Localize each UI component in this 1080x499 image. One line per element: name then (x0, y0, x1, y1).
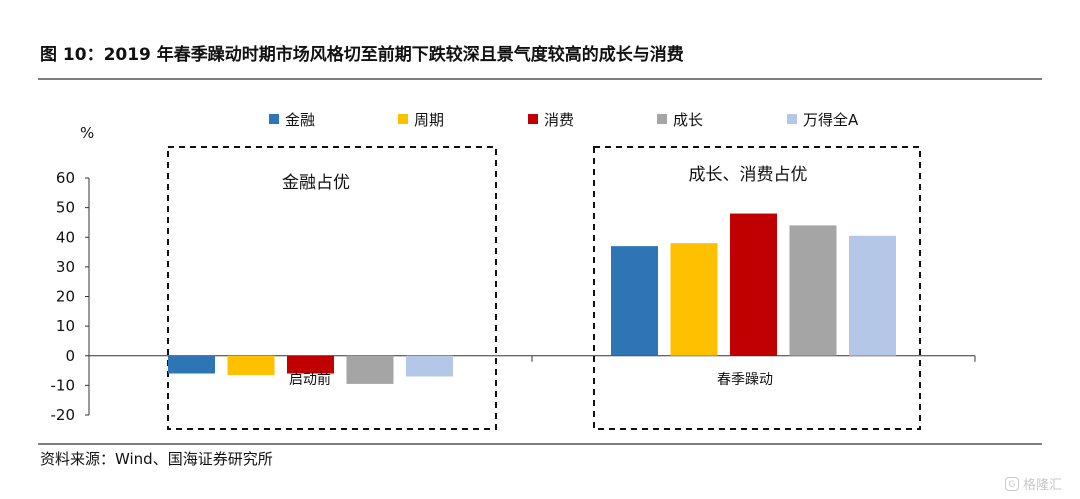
annotation-boxes: 金融占优 成长、消费占优 (167, 146, 921, 430)
bar-1-0 (611, 246, 658, 356)
legend-swatch (528, 114, 538, 124)
source-note: 资料来源：Wind、国海证券研究所 (40, 450, 273, 468)
y-tick-label: -10 (51, 376, 76, 394)
bars (168, 213, 896, 384)
y-tick-label: 40 (56, 228, 75, 246)
category-labels: 启动前 春季躁动 (289, 371, 773, 388)
y-tick-label: 20 (56, 288, 75, 306)
bottom-divider (38, 443, 1042, 445)
bar-1-3 (789, 225, 837, 356)
watermark: G 格隆汇 (1004, 474, 1062, 493)
top-divider (38, 78, 1042, 80)
annotation-box (167, 146, 497, 430)
legend-swatch (787, 114, 797, 124)
bar-0-1 (227, 355, 275, 376)
bar-1-1 (670, 243, 718, 356)
y-tick-label: 50 (56, 199, 75, 217)
annotation-label: 金融占优 (282, 173, 350, 193)
chart-title: 图 10：2019 年春季躁动时期市场风格切至前期下跌较深且景气度较高的成长与消… (40, 45, 684, 65)
y-tick-label: -20 (51, 406, 76, 424)
legend-label: 万得全A (803, 111, 859, 129)
legend: 金融 周期 消费 成长 万得全A (269, 111, 859, 129)
bar-0-3 (346, 355, 394, 384)
bar-1-2 (730, 213, 777, 356)
y-tick-label: 0 (65, 347, 75, 365)
bar-0-2 (287, 355, 334, 374)
legend-label: 金融 (285, 111, 315, 129)
legend-swatch (398, 114, 408, 124)
watermark-text: 格隆汇 (1022, 478, 1062, 493)
annotation-box (593, 146, 921, 430)
y-tick-label: 10 (56, 317, 75, 335)
category-label: 春季躁动 (717, 372, 773, 388)
category-label: 启动前 (289, 371, 331, 388)
annotation-label: 成长、消费占优 (689, 165, 808, 185)
legend-label: 成长 (673, 111, 703, 129)
legend-label: 消费 (544, 111, 574, 129)
bar-0-0 (168, 355, 215, 374)
bar-1-4 (849, 235, 896, 356)
legend-swatch (657, 114, 667, 124)
watermark-logo-icon: G (1004, 476, 1019, 491)
bar-0-4 (406, 355, 453, 377)
y-tick-label: 60 (56, 169, 75, 187)
y-tick-label: 30 (56, 258, 75, 276)
legend-label: 周期 (414, 111, 444, 129)
legend-swatch (269, 114, 279, 124)
y-axis-label: % (80, 124, 94, 142)
